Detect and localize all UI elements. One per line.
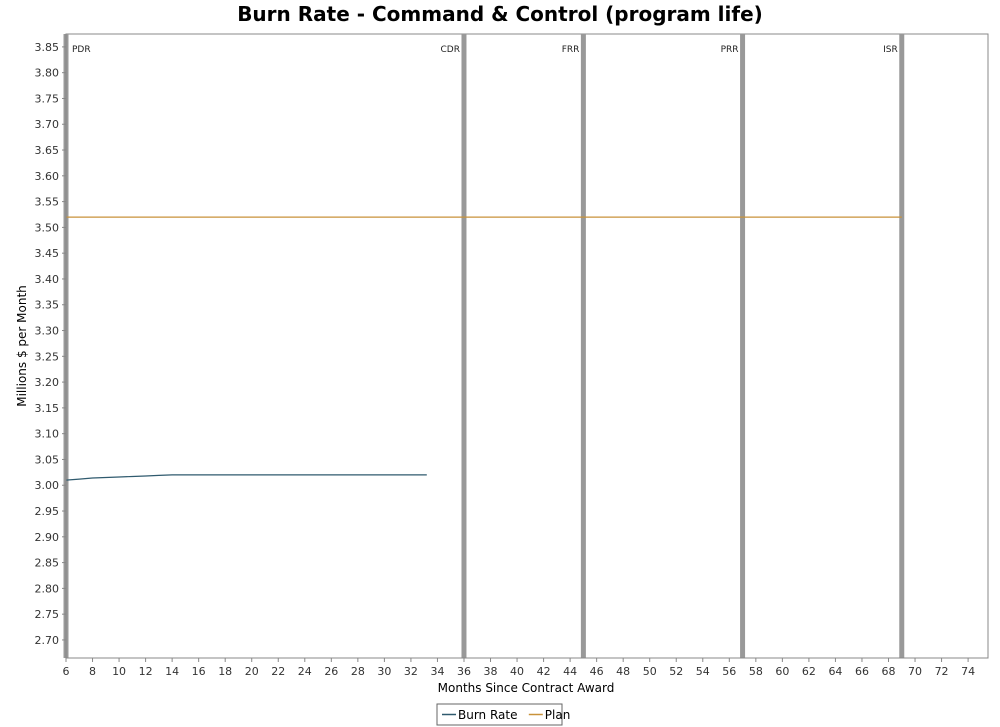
y-tick-label: 2.95 <box>35 505 60 518</box>
y-tick-label: 2.85 <box>35 557 60 570</box>
y-tick-label: 2.70 <box>35 634 60 647</box>
y-tick-label: 3.60 <box>35 170 60 183</box>
y-tick-label: 3.10 <box>35 428 60 441</box>
x-tick-label: 40 <box>510 665 524 678</box>
x-tick-label: 74 <box>961 665 975 678</box>
x-tick-label: 24 <box>298 665 312 678</box>
x-tick-label: 36 <box>457 665 471 678</box>
y-tick-label: 3.00 <box>35 479 60 492</box>
y-tick-label: 3.20 <box>35 376 60 389</box>
y-tick-label: 3.30 <box>35 325 60 338</box>
y-tick-label: 3.75 <box>35 92 60 105</box>
x-tick-label: 52 <box>669 665 683 678</box>
y-tick-label: 3.05 <box>35 453 60 466</box>
legend-label: Plan <box>545 708 571 722</box>
milestone-label: PDR <box>72 45 91 55</box>
x-tick-label: 58 <box>749 665 763 678</box>
y-tick-label: 3.15 <box>35 402 60 415</box>
milestone-label: ISR <box>883 45 898 55</box>
x-tick-label: 6 <box>63 665 70 678</box>
x-tick-label: 60 <box>775 665 789 678</box>
y-tick-label: 3.80 <box>35 67 60 80</box>
x-axis-title: Months Since Contract Award <box>438 681 615 695</box>
milestone-label: PRR <box>721 45 739 55</box>
y-tick-label: 2.75 <box>35 608 60 621</box>
y-tick-label: 3.40 <box>35 273 60 286</box>
x-tick-label: 18 <box>218 665 232 678</box>
x-tick-label: 64 <box>828 665 842 678</box>
y-tick-label: 3.55 <box>35 196 60 209</box>
x-tick-label: 50 <box>643 665 657 678</box>
y-tick-label: 3.70 <box>35 118 60 131</box>
x-tick-label: 28 <box>351 665 365 678</box>
plot-area <box>65 33 989 659</box>
y-tick-label: 3.25 <box>35 350 60 363</box>
x-tick-label: 54 <box>696 665 710 678</box>
y-tick-label: 3.85 <box>35 41 60 54</box>
y-tick-label: 2.90 <box>35 531 60 544</box>
legend: Burn Rate Plan <box>436 703 571 726</box>
x-tick-label: 14 <box>165 665 179 678</box>
x-tick-label: 32 <box>404 665 418 678</box>
x-tick-label: 62 <box>802 665 816 678</box>
y-axis: 2.70 2.75 2.80 2.85 2.90 2.95 3.00 3.05 3.10 3.15… <box>35 34 67 658</box>
legend-box <box>436 703 563 726</box>
y-axis-title: Millions $ per Month <box>15 285 29 407</box>
y-tick-label: 3.35 <box>35 299 60 312</box>
legend-label: Burn Rate <box>458 708 518 722</box>
chart-title: Burn Rate - Command & Control (program l… <box>237 2 763 26</box>
x-tick-label: 44 <box>563 665 577 678</box>
x-tick-label: 16 <box>192 665 206 678</box>
series-lines <box>65 216 902 481</box>
milestone-label: CDR <box>441 45 460 55</box>
x-tick-label: 22 <box>271 665 285 678</box>
x-tick-label: 46 <box>590 665 604 678</box>
x-tick-label: 8 <box>89 665 96 678</box>
series-line <box>65 474 427 481</box>
x-axis: 6 8 10 12 14 16 18 20 22 24 26 28 30 32 34 36 38 40 42 44 46… <box>63 657 988 678</box>
x-tick-label: 26 <box>324 665 338 678</box>
x-tick-label: 12 <box>139 665 153 678</box>
x-tick-label: 70 <box>908 665 922 678</box>
y-tick-label: 3.45 <box>35 247 60 260</box>
x-tick-label: 56 <box>722 665 736 678</box>
y-tick-label: 2.80 <box>35 582 60 595</box>
x-tick-label: 30 <box>377 665 391 678</box>
y-tick-label: 3.65 <box>35 144 60 157</box>
y-tick-label: 3.50 <box>35 221 60 234</box>
x-tick-label: 68 <box>882 665 896 678</box>
x-tick-label: 48 <box>616 665 630 678</box>
milestone-label: FRR <box>562 45 580 55</box>
x-tick-label: 66 <box>855 665 869 678</box>
x-tick-label: 20 <box>245 665 259 678</box>
x-tick-label: 38 <box>484 665 498 678</box>
x-tick-label: 34 <box>430 665 444 678</box>
x-tick-label: 10 <box>112 665 126 678</box>
x-tick-label: 72 <box>935 665 949 678</box>
x-tick-label: 42 <box>537 665 551 678</box>
